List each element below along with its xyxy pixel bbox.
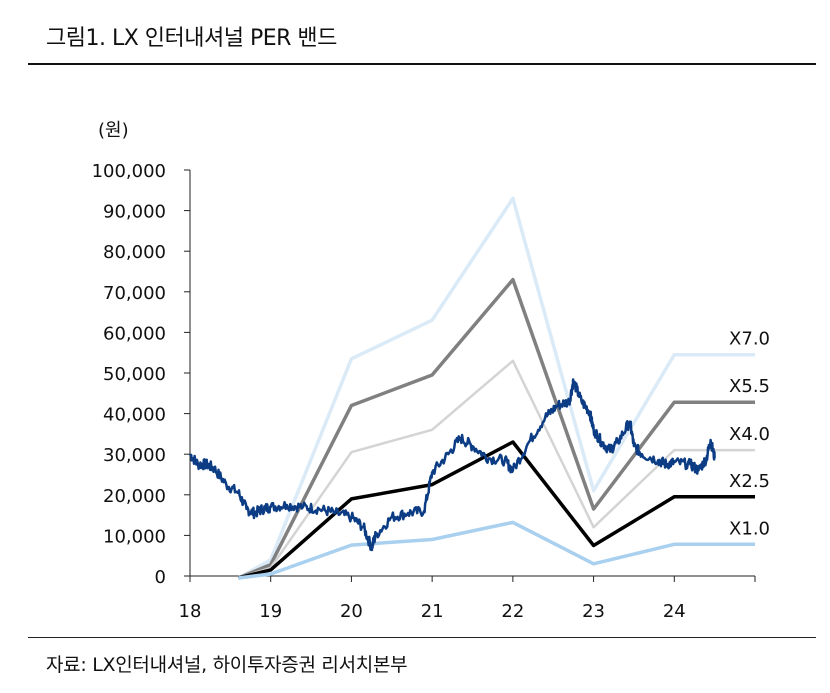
band-label: X5.5 xyxy=(729,376,770,397)
x-tick-label: 20 xyxy=(340,601,363,622)
price-line xyxy=(189,378,716,552)
band-label: X7.0 xyxy=(729,329,770,350)
band-label: X2.5 xyxy=(729,471,770,492)
y-tick-label: 100,000 xyxy=(92,161,166,182)
chart-title: 그림1. LX 인터내셔널 PER 밴드 xyxy=(46,26,337,51)
y-tick-label: 70,000 xyxy=(103,283,166,304)
band-line-x1-0 xyxy=(238,520,755,580)
y-tick-label: 10,000 xyxy=(103,526,166,547)
y-tick-label: 80,000 xyxy=(103,242,166,263)
title-divider xyxy=(28,63,816,65)
band-line-x2-5 xyxy=(237,440,755,580)
y-axis-unit-label: (원) xyxy=(98,120,129,141)
band-labels: X7.0 X5.5 X4.0 X2.5 X1.0 xyxy=(729,329,770,540)
x-tick-label: 21 xyxy=(421,601,444,622)
x-tick-label: 22 xyxy=(501,601,524,622)
band-line-x5-5 xyxy=(237,277,755,580)
x-tick-label: 18 xyxy=(179,601,202,622)
y-tick-label: 30,000 xyxy=(103,445,166,466)
y-ticks: 0 10,000 20,000 30,000 40,000 50,000 60,000 70,… xyxy=(92,161,190,588)
price-series xyxy=(189,378,716,552)
footer-divider xyxy=(28,637,816,638)
band-line-x7-0 xyxy=(237,196,755,580)
y-tick-label: 50,000 xyxy=(103,364,166,385)
y-tick-label: 20,000 xyxy=(103,486,166,507)
y-tick-label: 40,000 xyxy=(103,405,166,426)
source-note: 자료: LX인터내셔널, 하이투자증권 리서치본부 xyxy=(46,654,408,676)
x-tick-label: 23 xyxy=(582,601,605,622)
band-label: X4.0 xyxy=(729,424,770,445)
x-tick-label: 19 xyxy=(259,601,282,622)
per-band-lines xyxy=(237,196,755,580)
y-tick-label: 60,000 xyxy=(103,323,166,344)
y-tick-label: 0 xyxy=(155,567,166,588)
y-tick-label: 90,000 xyxy=(103,202,166,223)
band-label: X1.0 xyxy=(729,518,770,539)
x-ticks: 18 19 20 21 22 23 24 xyxy=(179,576,756,622)
x-tick-label: 24 xyxy=(663,601,686,622)
per-band-chart: (원) 0 10,000 20,000 30,000 40,000 50,000 60,00… xyxy=(92,120,770,622)
